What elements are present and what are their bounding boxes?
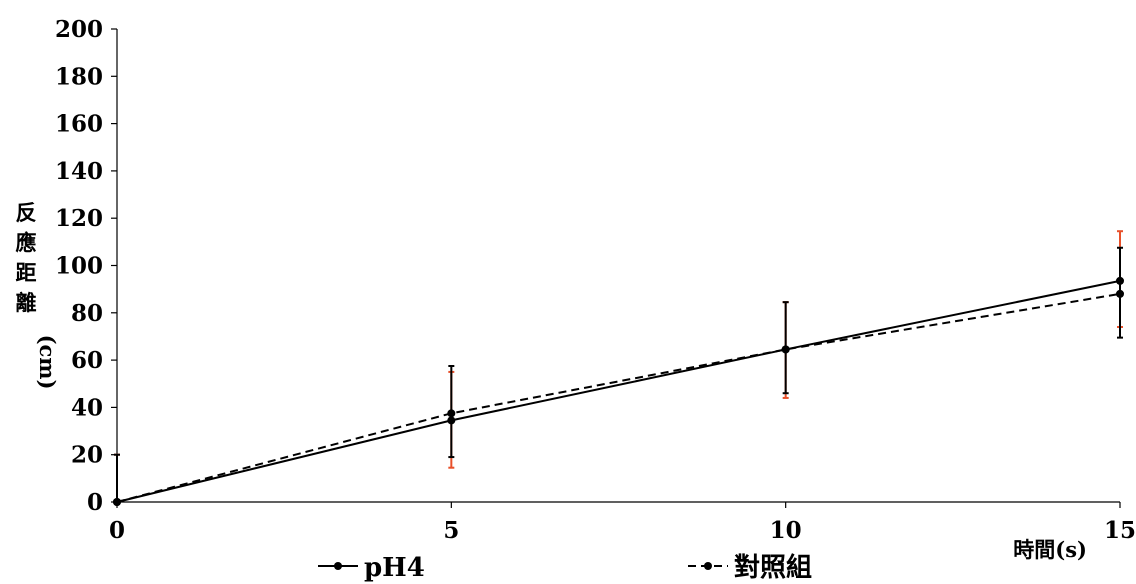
legend: pH4 對照組 bbox=[318, 552, 812, 583]
y-ticks: 0 20 40 60 80 100 120 140 160 180 200 bbox=[55, 16, 117, 516]
y-tick-label: 140 bbox=[55, 158, 103, 185]
legend-marker bbox=[704, 562, 712, 570]
error-bar bbox=[114, 453, 120, 503]
y-tick-label: 120 bbox=[55, 205, 103, 232]
data-point bbox=[1116, 289, 1124, 298]
x-tick-label: 10 bbox=[770, 517, 802, 544]
y-tick-label: 160 bbox=[55, 111, 103, 138]
legend-label: pH4 bbox=[364, 553, 425, 583]
y-tick-label: 200 bbox=[55, 16, 103, 43]
series-line-1 bbox=[116, 292, 1121, 503]
y-tick-label: 80 bbox=[71, 300, 103, 327]
axes bbox=[116, 29, 1120, 503]
y-axis-label-char: 應 bbox=[16, 230, 37, 255]
x-tick-label: 0 bbox=[109, 517, 125, 544]
data-point bbox=[781, 345, 790, 354]
data-point bbox=[113, 498, 121, 506]
y-axis-label-unit: (cm) bbox=[35, 335, 60, 390]
y-tick-label: 20 bbox=[71, 442, 103, 469]
series-lines bbox=[116, 279, 1121, 503]
data-points bbox=[113, 276, 1124, 506]
y-axis-label-char: 離 bbox=[16, 290, 37, 315]
legend-item-0: pH4 bbox=[318, 553, 425, 583]
data-point bbox=[447, 409, 456, 418]
legend-item-1: 對照組 bbox=[688, 552, 812, 583]
y-tick-label: 60 bbox=[71, 347, 103, 374]
x-ticks: 0 5 10 15 bbox=[109, 502, 1136, 544]
series-line-0 bbox=[116, 279, 1121, 503]
y-tick-label: 100 bbox=[55, 253, 103, 280]
data-point bbox=[1116, 276, 1124, 285]
error-bars bbox=[114, 230, 1123, 503]
y-tick-label: 0 bbox=[87, 489, 103, 516]
y-axis-label-char: 反 bbox=[16, 200, 37, 225]
y-tick-label: 180 bbox=[55, 63, 103, 90]
x-tick-label: 5 bbox=[443, 517, 459, 544]
legend-label: 對照組 bbox=[734, 552, 812, 583]
data-point bbox=[447, 416, 456, 425]
x-axis-label: 時間(s) bbox=[1013, 537, 1087, 562]
y-axis-label-char: 距 bbox=[16, 260, 37, 285]
y-tick-label: 40 bbox=[71, 394, 103, 421]
legend-marker bbox=[334, 562, 342, 570]
x-tick-label: 15 bbox=[1104, 517, 1136, 544]
